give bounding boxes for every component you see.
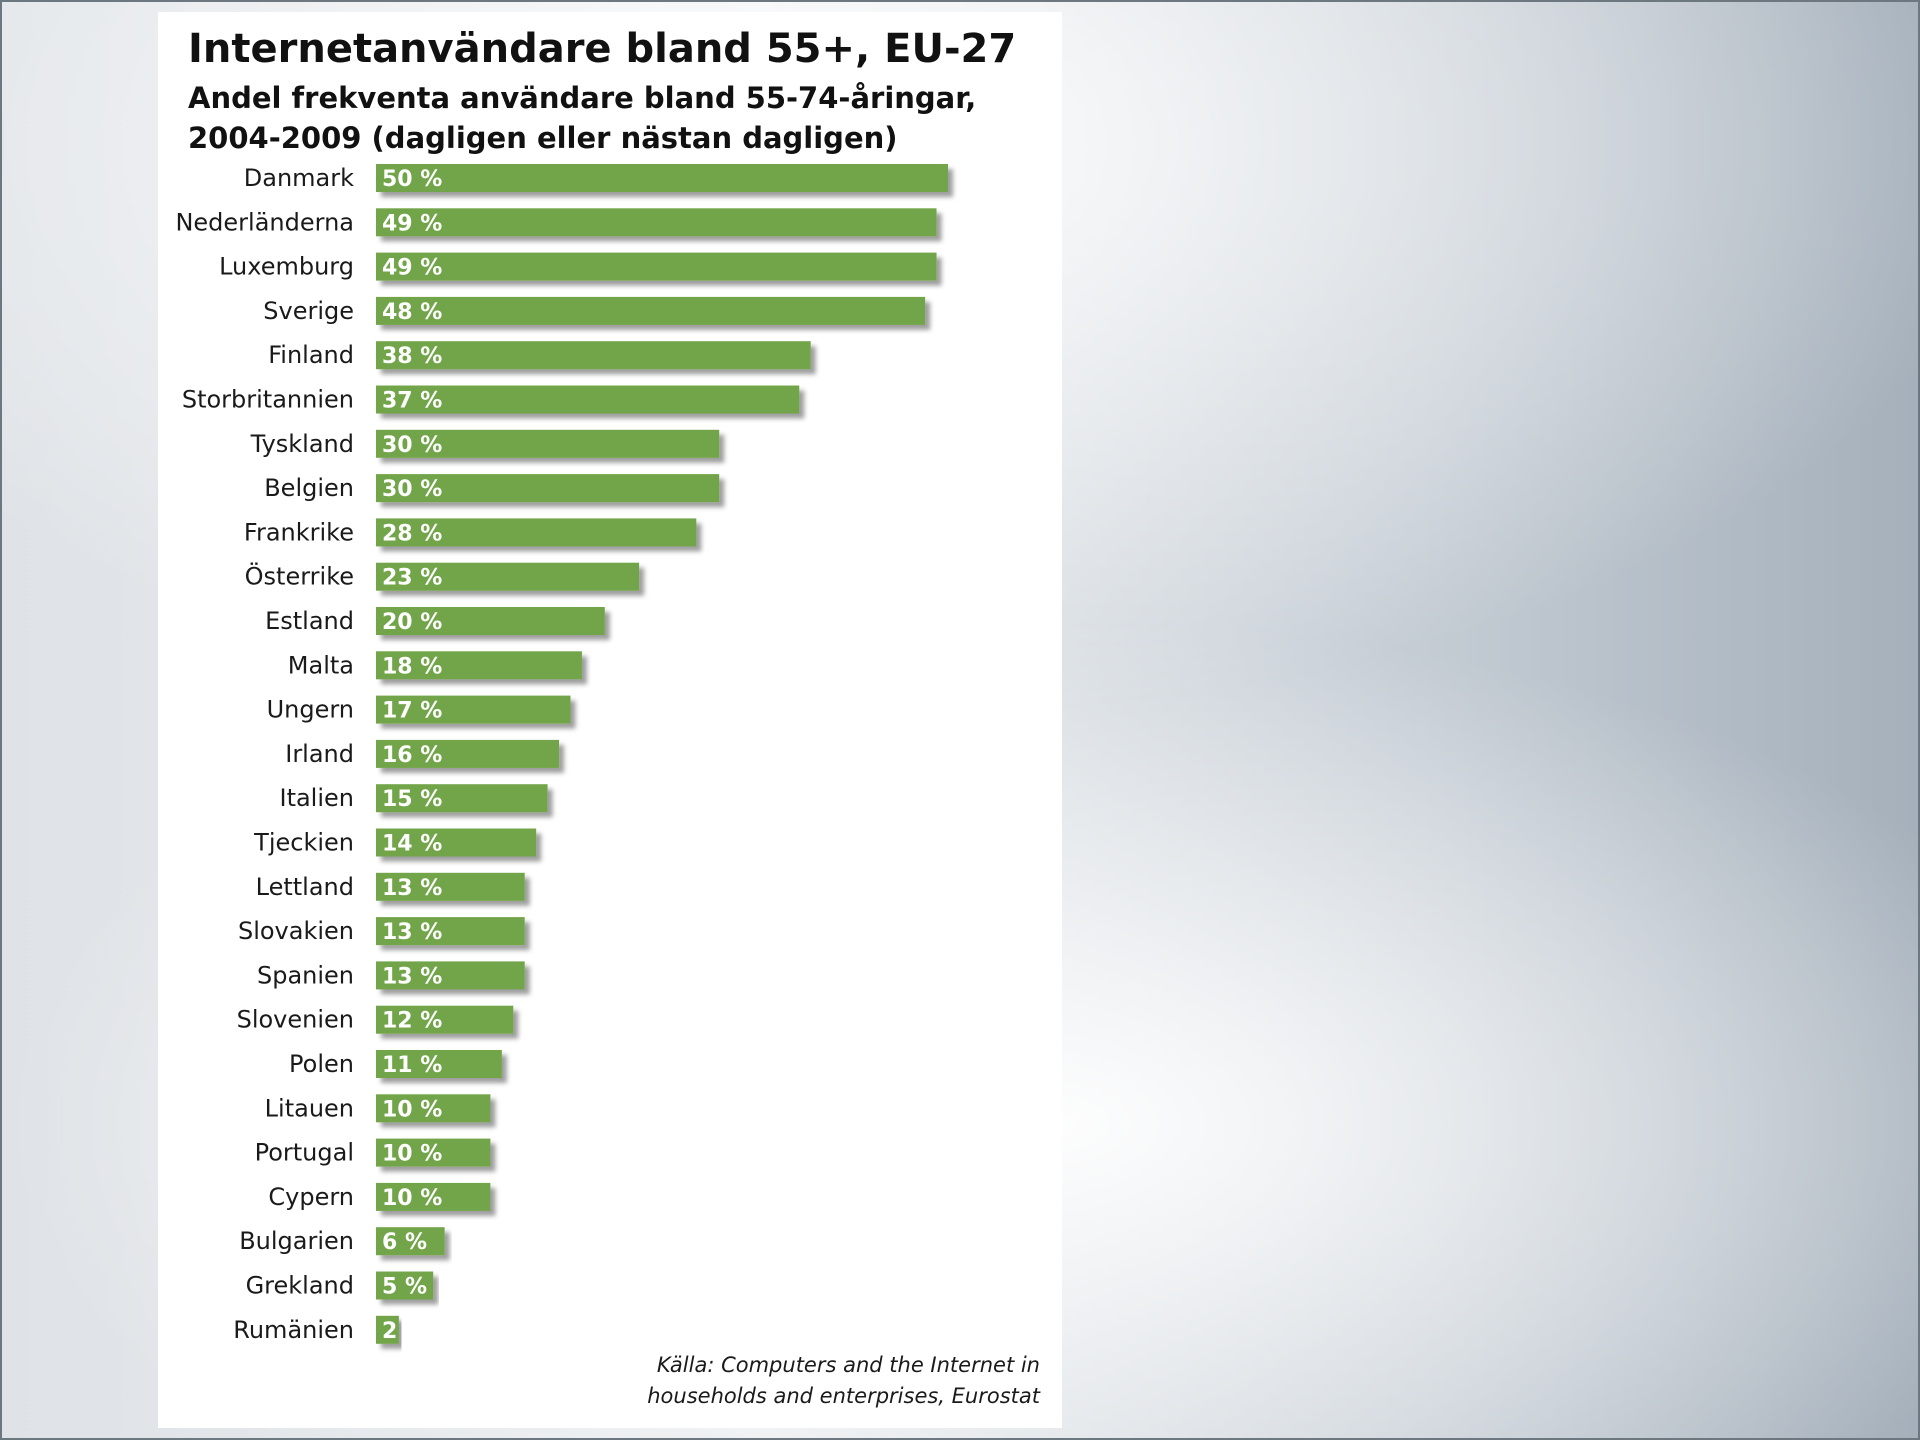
bar	[376, 1315, 399, 1344]
value-label: 5 %	[382, 1275, 427, 1300]
value-label: 11 %	[382, 1053, 442, 1078]
value-label: 23 %	[382, 566, 442, 591]
value-label: 30 %	[382, 477, 442, 502]
category-label: Luxemburg	[219, 253, 354, 281]
category-label: Belgien	[264, 474, 354, 502]
category-label: Estland	[265, 607, 354, 635]
bar	[376, 917, 525, 946]
category-label: Grekland	[246, 1272, 354, 1300]
category-label: Slovenien	[237, 1006, 354, 1034]
chart-panel: Internetanvändare bland 55+, EU-27 Andel…	[158, 12, 1062, 1428]
value-label: 6 %	[382, 1230, 427, 1255]
bar	[376, 164, 948, 192]
category-label: Rumänien	[233, 1316, 354, 1344]
value-label: 48 %	[382, 300, 442, 325]
bar	[376, 1005, 514, 1034]
value-label: 10 %	[382, 1142, 442, 1167]
category-label: Tjeckien	[253, 829, 354, 857]
value-label: 30 %	[382, 433, 442, 458]
bar	[376, 961, 525, 990]
chart-title: Internetanvändare bland 55+, EU-27	[188, 26, 1017, 72]
value-label: 38 %	[382, 344, 442, 369]
bar	[376, 562, 640, 591]
bar	[376, 872, 525, 901]
value-label: 18 %	[382, 654, 442, 679]
chart-subtitle: Andel frekventa användare bland 55-74-år…	[188, 81, 977, 155]
bar	[376, 739, 560, 768]
source-note: Källa: Computers and the Internet in hou…	[647, 1353, 1040, 1408]
value-label: 49 %	[382, 256, 442, 281]
value-label: 13 %	[382, 964, 442, 989]
bar	[376, 1271, 434, 1300]
bar	[376, 607, 605, 635]
value-label: 13 %	[382, 876, 442, 901]
value-label: 49 %	[382, 211, 442, 236]
category-label: Malta	[288, 651, 354, 679]
category-label: Polen	[289, 1050, 354, 1078]
category-label: Spanien	[257, 961, 354, 989]
bar	[376, 252, 937, 281]
category-label: Slovakien	[238, 917, 354, 945]
bar	[376, 1050, 502, 1078]
bar	[376, 784, 548, 813]
category-label: Tyskland	[250, 430, 354, 458]
bar	[376, 474, 720, 503]
value-label: 37 %	[382, 389, 442, 414]
category-label: Ungern	[267, 696, 354, 724]
value-label: 16 %	[382, 743, 442, 768]
category-label: Nederländerna	[175, 208, 354, 236]
category-label: Finland	[268, 341, 354, 369]
bar	[376, 828, 537, 857]
bar	[376, 1227, 445, 1256]
value-label: 50 %	[382, 167, 442, 192]
value-label: 14 %	[382, 832, 442, 857]
category-label: Cypern	[268, 1183, 354, 1211]
bars-layer: Danmark 50 % Nederländerna 49 % Luxemburg 49 …	[175, 164, 948, 1344]
bar	[376, 518, 697, 547]
bar-chart: Danmark 50 % Nederländerna 49 % Luxemburg 49 …	[175, 164, 948, 1344]
bar	[376, 1138, 491, 1167]
value-label: 17 %	[382, 699, 442, 724]
value-label: 20 %	[382, 610, 442, 635]
value-label: 12 %	[382, 1009, 442, 1034]
category-label: Irland	[285, 740, 354, 768]
bar	[376, 1182, 491, 1211]
value-label: 10 %	[382, 1186, 442, 1211]
category-label: Litauen	[265, 1094, 354, 1122]
category-label: Bulgarien	[239, 1227, 354, 1255]
category-label: Österrike	[245, 562, 354, 591]
category-label: Danmark	[244, 164, 354, 192]
value-label: 15 %	[382, 787, 442, 812]
bar	[376, 695, 571, 724]
value-label: 2 %	[382, 1319, 427, 1344]
bar	[376, 208, 937, 237]
bar	[376, 651, 582, 680]
category-label: Frankrike	[244, 518, 354, 546]
bar	[376, 341, 811, 370]
bar	[376, 1094, 491, 1123]
bar	[376, 429, 720, 458]
category-label: Lettland	[256, 873, 354, 901]
category-label: Portugal	[255, 1139, 354, 1167]
value-label: 28 %	[382, 521, 442, 546]
value-label: 13 %	[382, 920, 442, 945]
bar	[376, 385, 800, 414]
category-label: Storbritannien	[182, 386, 354, 414]
value-label: 10 %	[382, 1097, 442, 1122]
category-label: Sverige	[263, 297, 354, 325]
bar	[376, 296, 926, 325]
category-label: Italien	[279, 784, 354, 812]
